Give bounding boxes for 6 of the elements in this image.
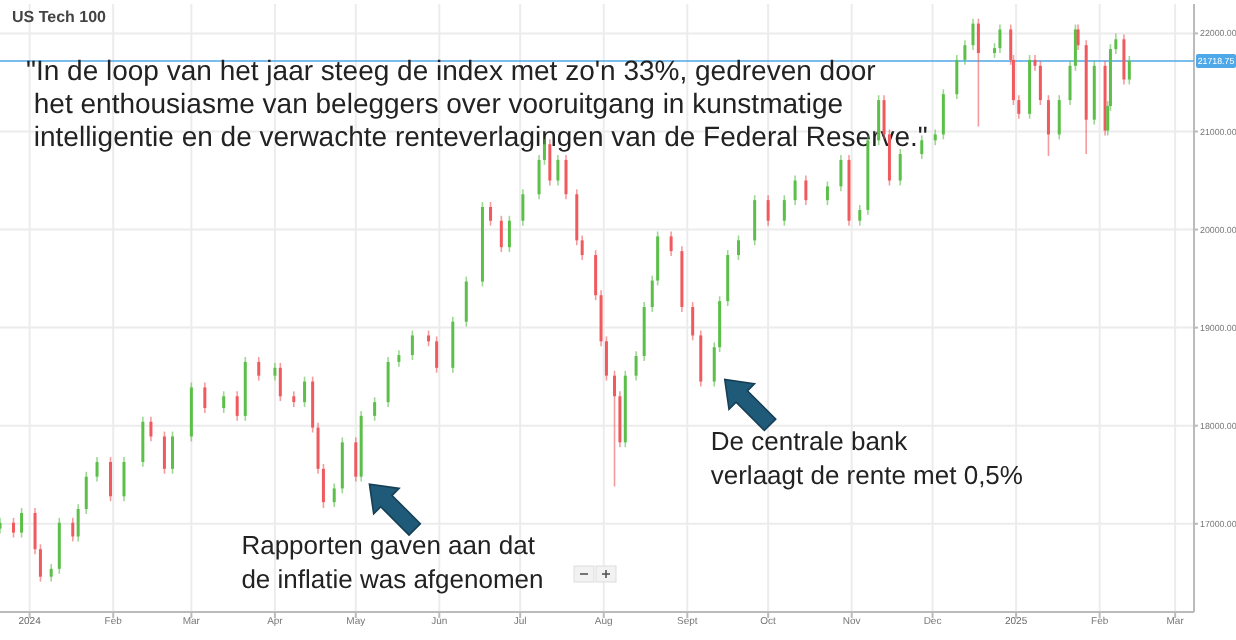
candlestick	[109, 456, 113, 502]
candlestick	[613, 369, 617, 488]
annotation: Rapporten gaven aan dat de inflatie was afgenomen	[241, 530, 544, 595]
annotation: De centrale bank verlaagt de rente met 0,5%	[710, 425, 1024, 490]
candlestick	[11, 517, 15, 539]
chart-title: US Tech 100	[12, 8, 108, 26]
